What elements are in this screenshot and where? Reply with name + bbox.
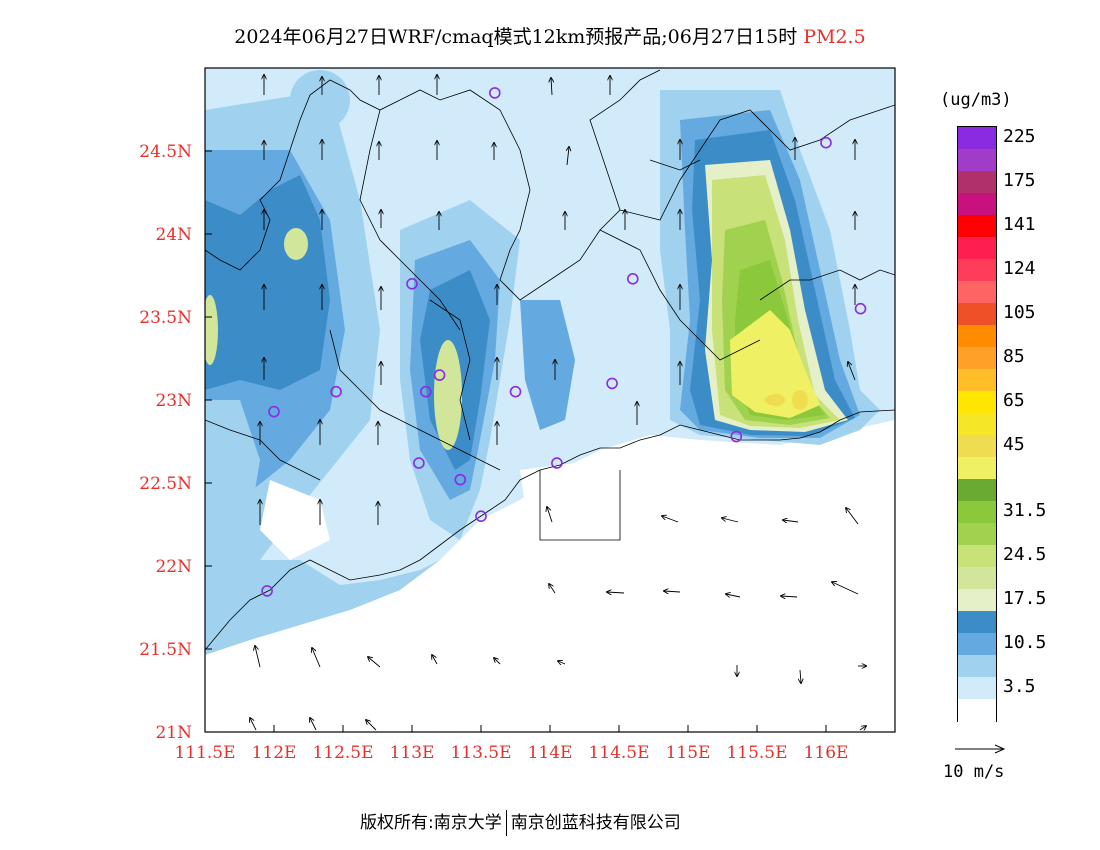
station-marker [606,377,618,390]
station-marker [626,273,639,285]
lon-label: 113E [390,743,435,763]
colorbar-label: 24.5 [1003,544,1047,565]
lon-label: 111.5E [174,743,235,763]
colorbar-box [958,149,996,172]
lon-label: 112E [252,743,297,763]
colorbar-label: 45 [1003,434,1025,455]
colorbar-box [958,589,996,612]
colorbar-box [958,369,996,392]
lat-label: 23.5N [139,308,192,328]
latitude-labels: 24.5N 24N 23.5N 23N 22.5N 22N 21.5N 21N [139,142,192,743]
colorbar-box [958,215,996,238]
colorbar-box [958,633,996,656]
colorbar-label: 31.5 [1003,500,1047,521]
colorbar-box [958,281,996,304]
colorbar-label: 175 [1003,170,1036,191]
colorbar-label: 65 [1003,390,1025,411]
colorbar-box [958,237,996,260]
pollutant-label: PM2.5 [803,26,866,48]
title-text: 2024年06月27日WRF/cmaq模式12km预报产品;06月27日15时 [234,26,798,48]
station-marker [433,369,446,381]
colorbar-box [958,523,996,546]
lat-label: 24.5N [139,142,192,162]
lon-label: 113.5E [450,743,511,763]
lon-label: 112.5E [312,743,373,763]
colorbar-label: 225 [1003,126,1036,147]
colorbar-box [958,545,996,568]
station-marker [413,457,425,469]
station-marker [406,277,418,290]
station-marker [509,385,522,398]
colorbar-box [958,655,996,678]
station-marker [261,585,273,597]
monitoring-stations [261,87,867,597]
colorbar-box [958,435,996,458]
colorbar-box [958,413,996,436]
colorbar-box [958,127,996,150]
lat-label: 23N [155,391,192,411]
lon-label: 115.5E [726,743,787,763]
lat-label: 22N [155,557,192,577]
vector-legend-label: 10 m/s [943,762,1005,782]
colorbar-box [958,479,996,502]
colorbar-box [958,501,996,524]
station-marker [330,385,342,398]
station-marker [419,385,432,398]
lat-label: 22.5N [139,474,192,494]
concentration-field [205,68,895,732]
colorbar-box [958,303,996,326]
colorbar-label: 105 [1003,302,1036,323]
station-marker [488,87,501,99]
colorbar-box [958,193,996,216]
lat-label: 24N [155,225,192,245]
copyright-footer: 版权所有:南京大学 南京创蓝科技有限公司 [360,808,681,836]
colorbar-box [958,259,996,282]
colorbar-label: 85 [1003,346,1025,367]
lon-label: 114.5E [588,743,649,763]
station-marker [551,457,563,469]
copyright-left: 版权所有:南京大学 [360,813,502,833]
colorbar-label: 141 [1003,214,1036,235]
footer-divider [505,810,507,836]
station-marker [854,302,867,315]
station-marker [730,430,743,443]
lat-label: 21.5N [139,640,192,660]
colorbar [957,126,997,722]
colorbar-label: 17.5 [1003,588,1047,609]
lon-label: 116E [804,743,849,763]
colorbar-label: 124 [1003,258,1036,279]
colorbar-box [958,391,996,414]
colorbar-box [958,457,996,480]
longitude-labels: 111.5E 112E 112.5E 113E 113.5E 114E 114.5E 115E… [174,743,848,763]
lat-label: 21N [155,723,192,743]
colorbar-box [958,567,996,590]
station-marker [475,510,487,523]
map-title: 2024年06月27日WRF/cmaq模式12km预报产品;06月27日15时 P… [0,22,1100,49]
colorbar-label: 10.5 [1003,632,1047,653]
copyright-right: 南京创蓝科技有限公司 [510,813,681,833]
lon-label: 114E [528,743,573,763]
colorbar-box [958,347,996,370]
colorbar-box [958,677,996,700]
wind-vectors [250,75,866,730]
lon-label: 115E [666,743,711,763]
colorbar-unit: (ug/m3) [940,90,1012,110]
station-marker [820,136,832,149]
colorbar-label: 3.5 [1003,676,1036,697]
colorbar-box [958,325,996,348]
colorbar-box [958,171,996,194]
colorbar-box [958,699,996,722]
station-marker [268,405,280,418]
station-marker [454,473,467,486]
colorbar-box [958,611,996,634]
